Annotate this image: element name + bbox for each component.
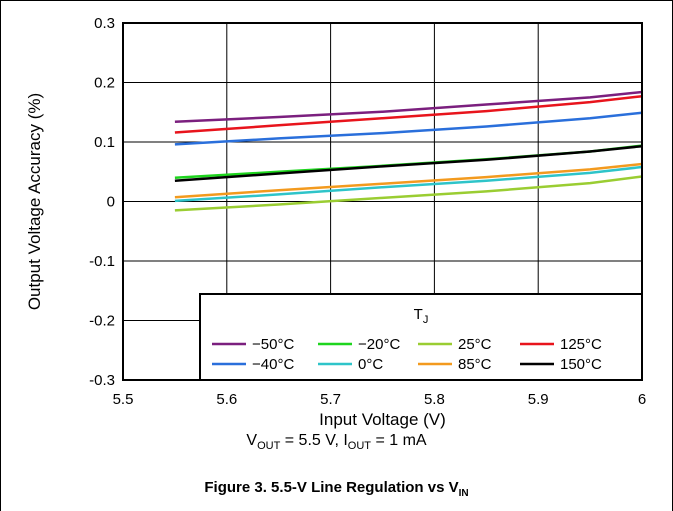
y-tick-label: -0.1 <box>89 253 115 270</box>
legend-box <box>199 293 643 381</box>
tick-labels: 5.5 5.6 5.7 5.8 5.9 6 0.3 0.2 0.1 0 -0.1 -0.2 -0.3 <box>89 15 646 408</box>
y-tick-label: -0.2 <box>89 313 115 330</box>
figure-frame-top <box>0 0 673 1</box>
legend-label: 25°C <box>458 336 492 353</box>
y-axis-title: Output Voltage Accuracy (%) <box>25 93 44 310</box>
x-tick-label: 5.5 <box>113 391 134 408</box>
x-tick-label: 6 <box>638 391 646 408</box>
series-line <box>174 94 643 134</box>
legend-label: 125°C <box>560 336 602 353</box>
series-line <box>174 144 643 179</box>
legend-items: −50°C −20°C 25°C 125°C −40°C 0°C 85°C 150°C <box>212 336 602 373</box>
legend-label: −40°C <box>252 356 294 373</box>
legend-label: 150°C <box>560 356 602 373</box>
series-lines <box>174 90 643 212</box>
series-line <box>174 90 643 124</box>
legend-label: 85°C <box>458 356 492 373</box>
series-line <box>174 165 643 203</box>
series-line <box>174 175 643 212</box>
legend-label: −20°C <box>358 336 400 353</box>
series-line <box>174 111 643 146</box>
y-tick-label: 0.2 <box>94 75 115 92</box>
x-tick-label: 5.7 <box>320 391 341 408</box>
figure-frame-left <box>0 0 1 511</box>
y-tick-label: 0.3 <box>94 15 115 32</box>
legend-title: TJ <box>414 306 429 326</box>
y-tick-label: 0 <box>107 194 115 211</box>
test-conditions: VOUT = 5.5 V, IOUT = 1 mA <box>246 432 427 453</box>
y-tick-label: -0.3 <box>89 372 115 389</box>
x-tick-label: 5.8 <box>424 391 445 408</box>
x-tick-label: 5.6 <box>216 391 237 408</box>
legend-label: −50°C <box>252 336 294 353</box>
y-tick-label: 0.1 <box>94 134 115 151</box>
x-tick-label: 5.9 <box>528 391 549 408</box>
series-line <box>174 162 643 199</box>
series-line <box>174 144 643 182</box>
legend-label: 0°C <box>358 356 383 373</box>
figure-caption: Figure 3. 5.5-V Line Regulation vs VIN <box>204 479 469 499</box>
legend: TJ −50°C −20°C 25°C 125°C −40°C 0°C 85°C 150°C <box>199 293 643 381</box>
x-axis-title: Input Voltage (V) <box>319 410 446 429</box>
line-chart: 5.5 5.6 5.7 5.8 5.9 6 0.3 0.2 0.1 0 -0.1 -0.2 -0.3 I… <box>25 15 646 429</box>
